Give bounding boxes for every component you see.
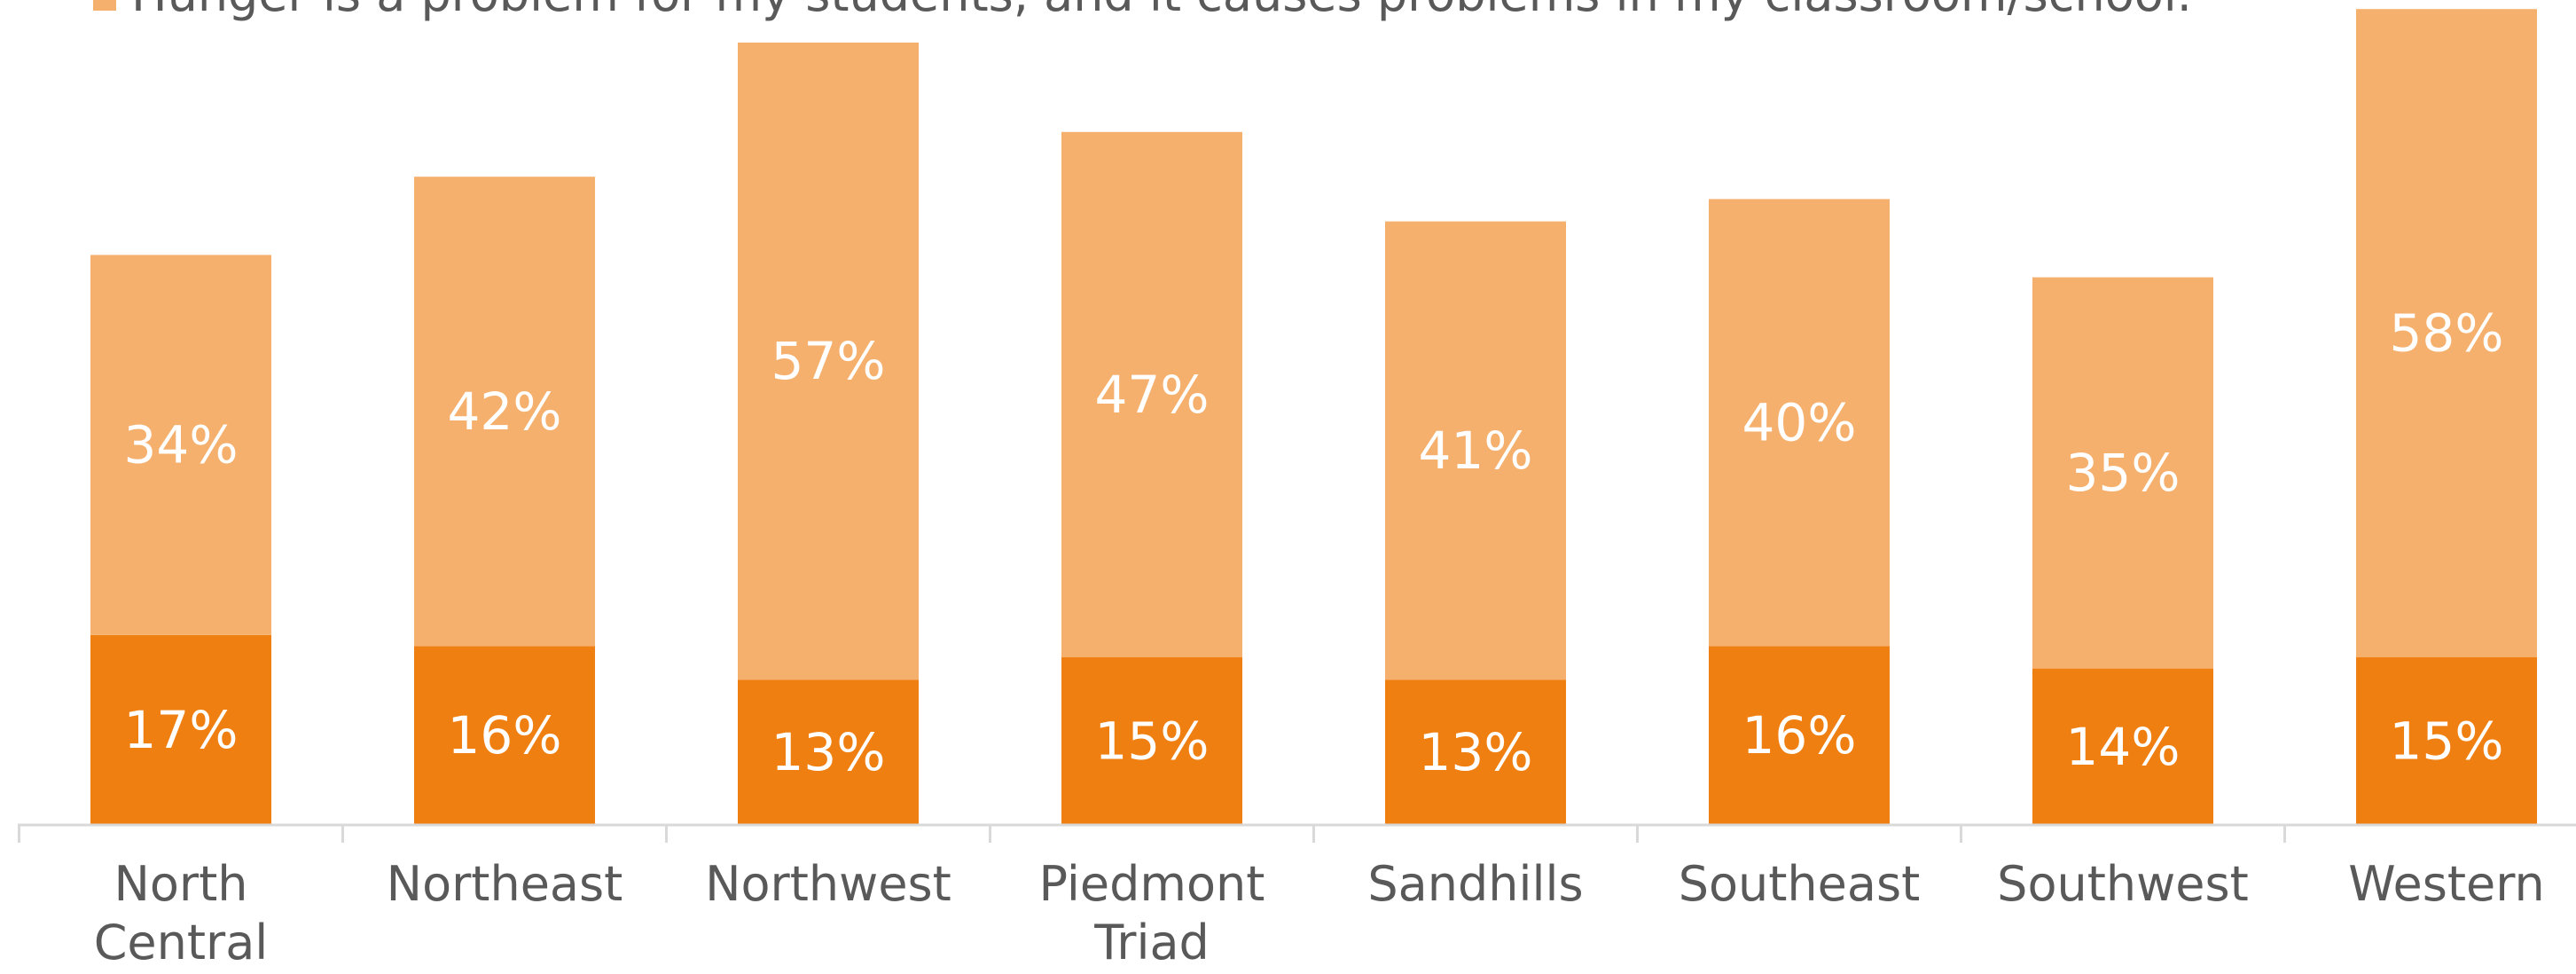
data-label: 15% (2390, 711, 2504, 772)
bars (90, 9, 2537, 825)
x-tick-label-line: Southeast (1679, 856, 1921, 912)
bar-segment-lower-6 (2032, 668, 2213, 825)
bar-segment-lower-7 (2356, 657, 2537, 825)
bar-segment-upper-4 (1385, 221, 1566, 680)
data-label: 57% (771, 331, 886, 391)
bar-segment-lower-5 (1709, 646, 1890, 825)
data-label: 13% (771, 722, 886, 782)
x-tick-labels: North Central Northeast Northwest Piedmont Tr… (94, 856, 2545, 970)
data-label: 16% (1742, 705, 1857, 766)
x-tick-label: North Central (94, 856, 269, 970)
data-label: 15% (1095, 711, 1210, 772)
data-label: 17% (124, 700, 239, 760)
x-tick-label-line: Piedmont (1039, 856, 1265, 912)
bar-segment-upper-0 (90, 255, 271, 635)
x-tick-label-line: Central (94, 915, 269, 970)
data-label: 47% (1095, 365, 1210, 425)
x-axis (18, 823, 2576, 843)
data-label: 34% (124, 415, 239, 475)
x-tick-label-line: Triad (1093, 915, 1210, 970)
x-tick-label-line: Sandhills (1367, 856, 1583, 912)
bar-segment-upper-6 (2032, 277, 2213, 669)
data-label: 58% (2390, 303, 2504, 364)
legend-label: Hunger is a problem for my students, and… (131, 0, 2192, 22)
bar-segment-lower-3 (1061, 657, 1242, 825)
x-tick-label-line: North (114, 856, 247, 912)
bar-segment-upper-5 (1709, 199, 1890, 647)
x-tick-label-line: Northeast (387, 856, 623, 912)
x-tick-label: Northeast (387, 856, 623, 912)
bar-segment-upper-2 (738, 43, 919, 680)
x-tick-label-line: Southwest (1997, 856, 2249, 912)
x-tick-label: Northwest (705, 856, 951, 912)
data-labels: 17% 34% 16% 42% 13% 57% 15% 47% 13% 41% 16% 40% 14% 3… (124, 303, 2504, 782)
data-label: 14% (2066, 717, 2181, 777)
x-tick-label: Western (2348, 856, 2544, 912)
data-label: 40% (1742, 392, 1857, 452)
x-tick-label: Southwest (1997, 856, 2249, 912)
bar-segment-upper-7 (2356, 9, 2537, 657)
data-label: 35% (2066, 443, 2181, 503)
data-label: 42% (448, 381, 562, 442)
x-tick-label-line: Northwest (705, 856, 951, 912)
bar-segment-lower-0 (90, 634, 271, 825)
bar-segment-lower-1 (414, 646, 595, 825)
x-tick-label: Southeast (1679, 856, 1921, 912)
bar-segment-lower-2 (738, 679, 919, 825)
data-label: 16% (448, 705, 562, 766)
x-tick-label: Piedmont Triad (1039, 856, 1265, 970)
legend: Hunger is a problem for my students, and… (93, 0, 2192, 22)
bar-segment-upper-3 (1061, 131, 1242, 658)
data-label: 41% (1419, 420, 1533, 481)
data-label: 13% (1419, 722, 1533, 782)
bar-segment-lower-4 (1385, 679, 1566, 825)
x-tick-label: Sandhills (1367, 856, 1583, 912)
x-tick-label-line: Western (2348, 856, 2544, 912)
bar-segment-upper-1 (414, 177, 595, 647)
legend-swatch (93, 0, 116, 11)
